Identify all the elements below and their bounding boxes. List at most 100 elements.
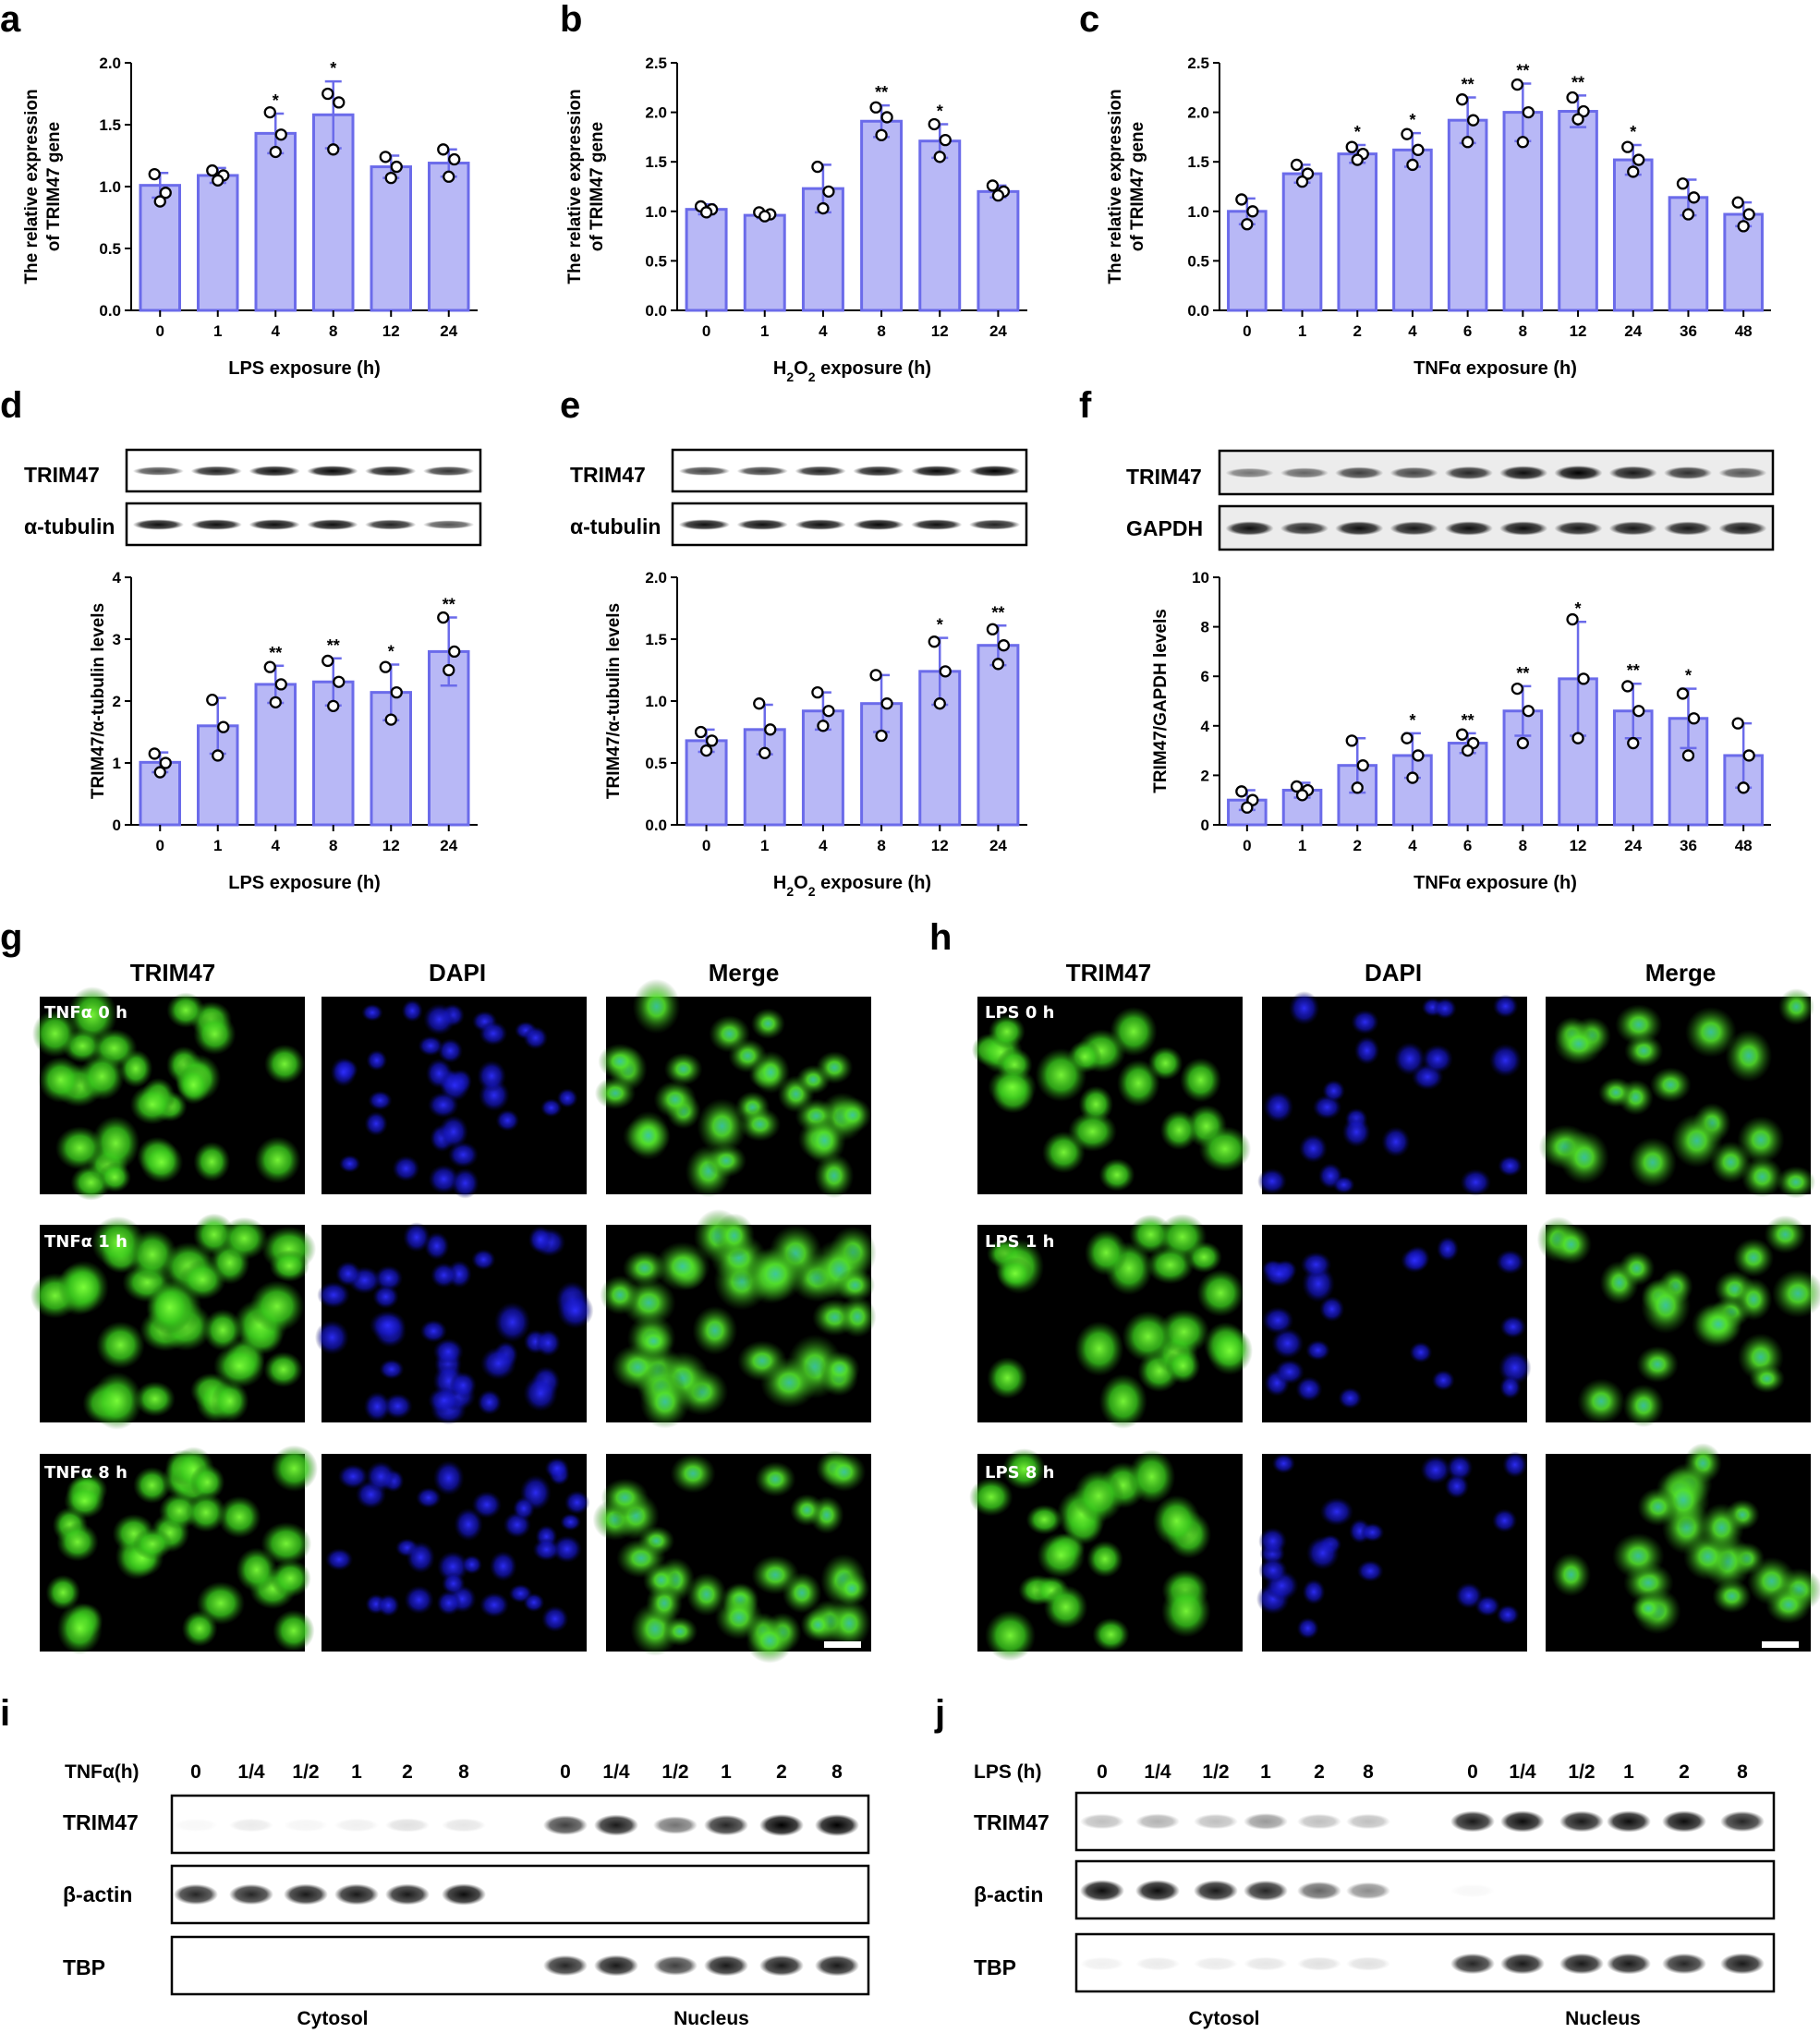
bar	[197, 174, 239, 312]
nucleus	[1300, 1252, 1332, 1277]
y-tick-label: 10	[1192, 569, 1209, 587]
data-point	[705, 734, 719, 747]
data-point	[875, 128, 888, 141]
y-tick-label: 2.0	[99, 54, 121, 72]
nucleus	[556, 1088, 578, 1108]
cell	[220, 1216, 268, 1260]
band	[174, 1883, 218, 1906]
cell	[1098, 1373, 1147, 1429]
frac-i-group-nucleus: Nucleus	[673, 2008, 749, 2029]
cell	[755, 1461, 796, 1497]
lane-label: 0	[1467, 1761, 1478, 1783]
cell	[57, 1260, 109, 1314]
band	[736, 519, 788, 530]
band	[795, 466, 846, 477]
blot-d-strip-2	[125, 502, 482, 547]
lane-label: 1	[1623, 1761, 1634, 1783]
data-point	[384, 171, 397, 185]
cell	[714, 1595, 764, 1640]
data-point	[753, 697, 766, 710]
band	[911, 466, 963, 477]
cell	[1180, 1058, 1222, 1103]
data-point	[1290, 158, 1304, 172]
data-point	[1406, 771, 1419, 784]
bar	[977, 189, 1020, 312]
significance-label: **	[1627, 661, 1640, 680]
data-point	[1731, 717, 1744, 730]
cell	[713, 1213, 755, 1259]
cell	[193, 1013, 237, 1056]
cell	[254, 1136, 301, 1184]
data-point	[1522, 105, 1535, 119]
significance-label: *	[937, 102, 943, 120]
nucleus	[1305, 1535, 1340, 1570]
panel-letter-a: a	[0, 0, 21, 40]
data-point	[384, 713, 397, 726]
cell	[189, 1464, 225, 1501]
cell	[95, 1321, 145, 1369]
band	[1297, 1956, 1341, 1971]
x-axis-label: H2O2 exposure (h)	[773, 358, 931, 384]
band	[1662, 1810, 1706, 1833]
y-axis-label: The relative expression	[565, 89, 585, 284]
band	[815, 1814, 859, 1836]
cell	[1612, 1532, 1665, 1579]
band	[422, 466, 475, 477]
data-point	[1571, 732, 1584, 744]
data-point	[448, 152, 461, 166]
data-point	[333, 675, 346, 688]
x-tick-label: 0	[156, 837, 164, 854]
band	[1559, 1953, 1604, 1975]
data-point	[206, 694, 219, 707]
band	[365, 519, 417, 530]
band	[1280, 521, 1329, 536]
nucleus	[1488, 1043, 1523, 1078]
data-point	[991, 658, 1005, 671]
nucleus	[1271, 1453, 1296, 1474]
nucleus	[544, 1458, 570, 1480]
data-point	[1412, 143, 1425, 156]
cell	[140, 1141, 184, 1183]
band	[1225, 467, 1274, 478]
cell	[800, 1607, 836, 1642]
cell	[1554, 1023, 1604, 1065]
nucleus	[1338, 1387, 1363, 1410]
band	[334, 1818, 379, 1833]
band	[442, 1818, 486, 1833]
data-point	[1345, 140, 1358, 153]
cell	[56, 1522, 99, 1562]
frac-j-lanes: 0 1/4 1/2 1 2 8 0 1/4 1/2 1 2 8	[1080, 1761, 1765, 1975]
data-point	[928, 117, 940, 131]
band	[1297, 1813, 1341, 1830]
cell	[642, 1562, 680, 1598]
blot-e-row-2-label: α-tubulin	[570, 514, 661, 539]
y-axis-label: of TRIM47 gene	[588, 122, 607, 251]
nucleus	[424, 1231, 450, 1261]
band	[1225, 521, 1274, 536]
nucleus	[419, 1319, 447, 1343]
nucleus	[513, 1496, 535, 1520]
data-point	[1737, 220, 1750, 233]
nucleus	[365, 1460, 396, 1493]
band	[678, 519, 731, 530]
band	[385, 1818, 430, 1833]
y-tick-label: 0.5	[645, 252, 667, 270]
nucleus	[432, 1459, 465, 1496]
nucleus	[314, 1320, 349, 1355]
band	[1280, 467, 1329, 478]
band	[190, 519, 242, 530]
band	[1608, 521, 1657, 536]
nucleus	[1460, 1168, 1492, 1196]
micro-h-row-1h: LPS 1 h	[985, 1232, 1055, 1252]
cell	[91, 1216, 145, 1269]
nucleus	[1295, 1376, 1323, 1402]
y-tick-label: 1	[113, 755, 121, 772]
data-point	[1742, 208, 1755, 221]
band	[284, 1883, 328, 1906]
cell	[1098, 1158, 1135, 1192]
data-point	[811, 685, 824, 699]
data-point	[817, 720, 830, 732]
nucleus	[428, 1386, 461, 1414]
cell	[709, 1015, 750, 1053]
